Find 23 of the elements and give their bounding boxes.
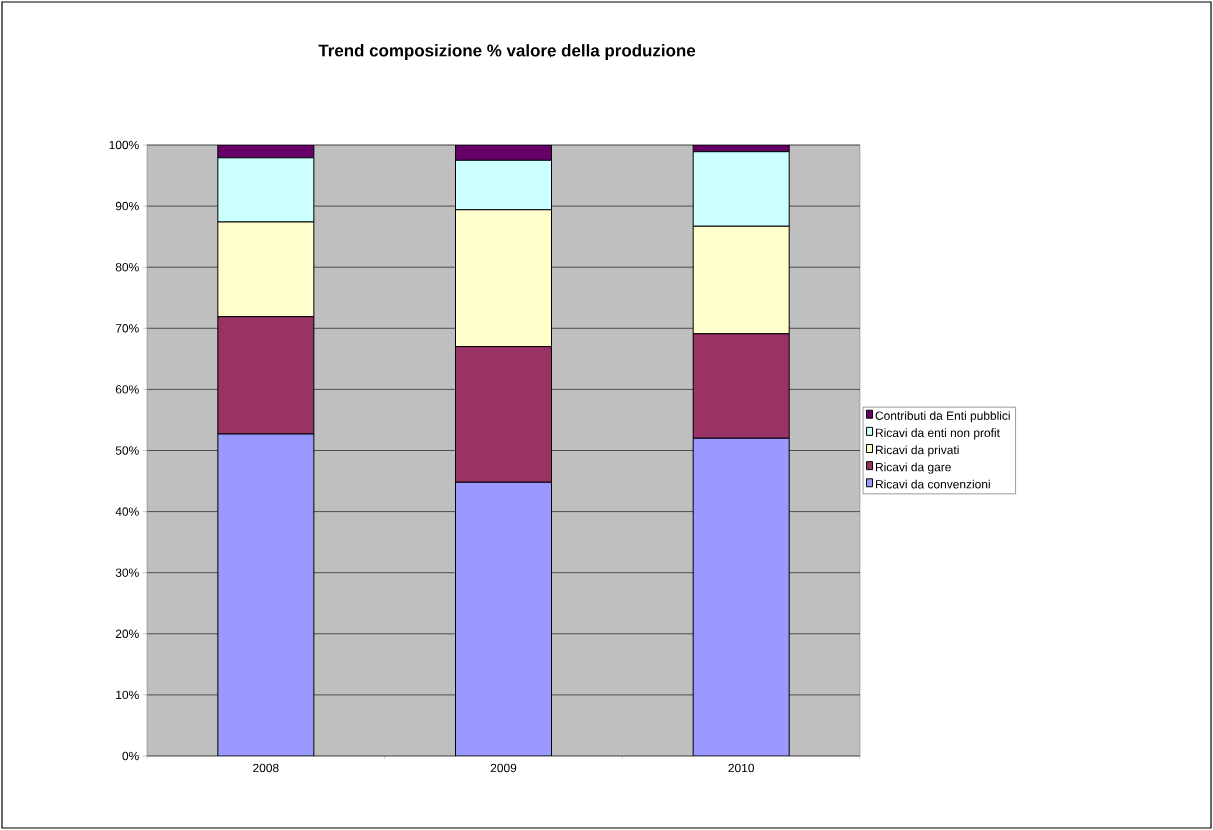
- y-tick-label: 100%: [109, 140, 139, 150]
- y-tick-label: 90%: [115, 201, 139, 211]
- bar: [455, 481, 552, 756]
- legend-label: Ricavi da enti non profit: [876, 428, 1000, 440]
- legend-label: Ricavi da gare: [876, 462, 951, 474]
- y-tick-label: 70%: [115, 324, 139, 333]
- y-tick-label: 0%: [122, 751, 139, 761]
- legend-label: Ricavi da privati: [876, 445, 959, 457]
- y-tick-label: 50%: [115, 446, 139, 455]
- bar: [692, 437, 790, 756]
- x-tick-label: 2010: [728, 763, 754, 773]
- y-tick-label: 30%: [115, 568, 139, 577]
- x-tick-label: 2008: [253, 763, 279, 773]
- y-tick-label: 80%: [115, 262, 139, 272]
- chart-title: Trend composizione % valore della produzione: [318, 44, 696, 60]
- y-tick-label: 10%: [116, 690, 139, 700]
- legend-label: Contributi da Enti pubblici: [875, 411, 1010, 423]
- y-tick-label: 20%: [115, 629, 139, 639]
- y-tick-label: 40%: [115, 507, 139, 516]
- bar: [217, 433, 315, 756]
- y-tick-label: 60%: [115, 385, 139, 394]
- x-tick-label: 2009: [490, 763, 517, 773]
- legend-label: Ricavi da convenzioni: [876, 479, 990, 489]
